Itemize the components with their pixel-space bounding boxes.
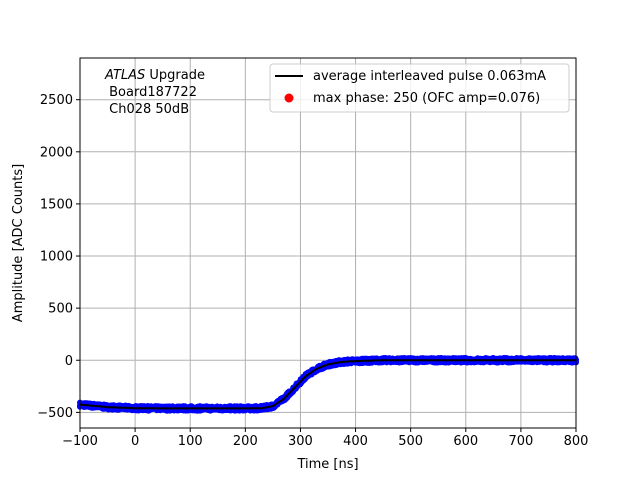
x-tick-label: 300: [288, 434, 313, 449]
plot-frame: [79, 57, 577, 429]
legend-box: [269, 63, 570, 113]
x-axis-ticks: −100 0 100 200 300 400 500 600 700 800: [62, 428, 588, 449]
x-tick-label: 600: [453, 434, 478, 449]
x-axis-label: Time [ns]: [296, 457, 358, 472]
annotation-italic: ATLAS: [104, 68, 145, 83]
legend-label-average: average interleaved pulse 0.063mA: [313, 69, 546, 84]
y-axis-label: Amplitude [ADC Counts]: [11, 164, 26, 322]
legend-label-max-phase: max phase: 250 (OFC amp=0.076): [313, 91, 540, 106]
x-tick-label: 800: [564, 434, 589, 449]
x-tick-label: 700: [508, 434, 533, 449]
legend: average interleaved pulse 0.063mA max ph…: [269, 63, 570, 113]
average-pulse-line: [79, 359, 576, 410]
y-tick-label: 1500: [40, 197, 73, 212]
annotation-rest: Upgrade: [145, 68, 205, 83]
y-tick-label: 500: [48, 302, 73, 317]
y-tick-label: 0: [65, 354, 73, 369]
x-tick-label: 100: [178, 434, 203, 449]
annotation: ATLAS Upgrade Board187722 Ch028 50dB: [104, 68, 205, 117]
x-tick-label: 400: [343, 434, 368, 449]
x-tick-label: 0: [131, 434, 139, 449]
y-tick-label: 2000: [40, 145, 73, 160]
y-axis-ticks: −500 0 500 1000 1500 2000 2500: [37, 93, 80, 421]
x-tick-label: 200: [233, 434, 258, 449]
x-tick-label: 500: [398, 434, 423, 449]
x-tick-label: −100: [62, 434, 98, 449]
y-tick-label: −500: [37, 406, 73, 421]
y-tick-label: 2500: [40, 93, 73, 108]
annotation-line2: Board187722: [105, 85, 197, 100]
svg-text:ATLAS Upgrade: ATLAS Upgrade: [104, 68, 205, 83]
annotation-line3: Ch028 50dB: [105, 102, 189, 117]
legend-marker-swatch: [284, 93, 294, 103]
y-tick-label: 1000: [40, 250, 73, 265]
